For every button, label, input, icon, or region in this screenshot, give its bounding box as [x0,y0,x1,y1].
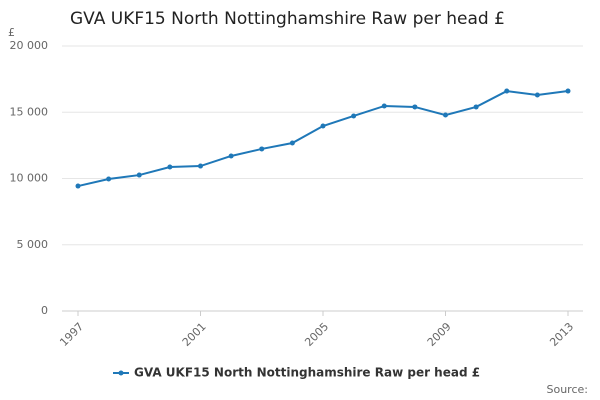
point [75,183,81,189]
x-tick-label: 2009 [425,320,454,349]
legend-label: GVA UKF15 North Nottinghamshire Raw per … [134,366,480,380]
point [412,104,418,110]
point [351,113,357,119]
point [259,146,265,152]
point [320,123,326,129]
point [504,88,510,94]
y-tick-label: 0 [41,304,48,317]
series-line [77,90,569,188]
y-tick-label: 15 000 [10,105,49,118]
y-tick-label: 20 000 [10,39,49,52]
x-tick-label: 2005 [302,320,331,349]
point [289,140,295,146]
point [565,88,571,94]
x-tick-label: 2013 [547,320,576,349]
legend-swatch-dot [118,370,124,376]
y-unit: £ [8,26,15,39]
point [534,92,540,98]
y-tick-label: 10 000 [10,172,49,185]
point [167,164,173,170]
point [443,112,448,118]
x-tick-label: 2001 [180,320,209,349]
point [381,103,387,109]
source: Source: [547,383,589,396]
chart-title: GVA UKF15 North Nottinghamshire Raw per … [70,9,505,29]
y-tick-label: 5 000 [17,238,49,251]
x-tick-label: 1997 [57,320,86,349]
point [228,153,234,159]
point [198,163,203,169]
point [136,172,142,178]
point [106,176,112,182]
point [473,104,479,110]
